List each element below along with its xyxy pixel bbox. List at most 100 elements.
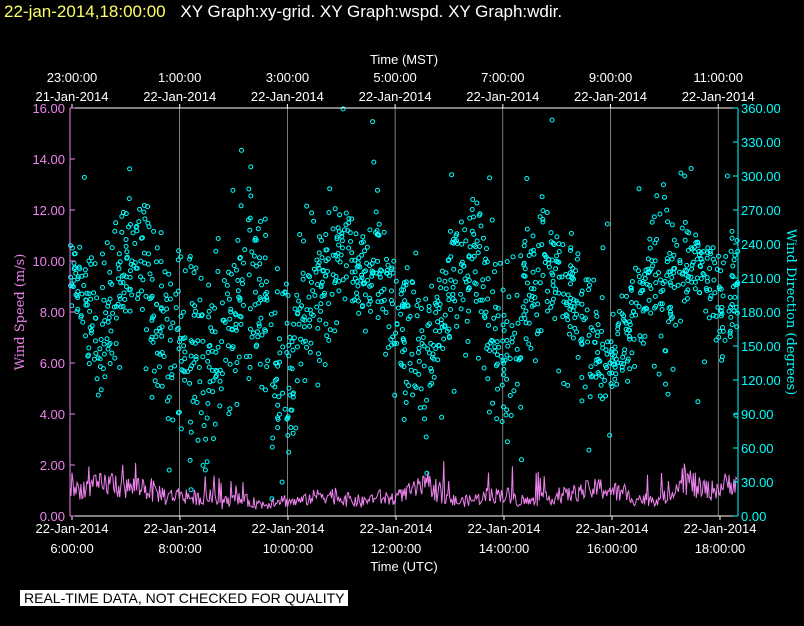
wdir-point: [195, 437, 201, 443]
wdir-point: [458, 291, 464, 297]
wdir-point: [436, 277, 442, 283]
wdir-point: [405, 316, 411, 322]
wdir-point: [677, 258, 683, 263]
wdir-point: [317, 234, 322, 240]
wdir-point: [221, 317, 227, 323]
wdir-point: [659, 307, 665, 312]
wdir-point: [395, 305, 401, 311]
wdir-point: [567, 331, 572, 337]
wdir-point: [317, 317, 323, 323]
wdir-point: [139, 235, 144, 241]
wdir-point: [237, 297, 243, 303]
wdir-point: [579, 291, 584, 297]
wdir-point: [319, 293, 325, 299]
wdir-point: [652, 240, 658, 246]
wdir-point: [362, 328, 368, 334]
wdir-point: [231, 263, 237, 268]
wdir-point: [416, 345, 422, 351]
wdir-point: [277, 336, 282, 342]
wdir-point: [237, 295, 243, 301]
wdir-point: [155, 383, 161, 388]
wdir-point: [134, 228, 140, 234]
wdir-point: [716, 253, 721, 259]
wdir-point: [347, 230, 353, 236]
wdir-point: [327, 327, 333, 333]
wdir-point: [627, 334, 632, 339]
wdir-point: [523, 298, 529, 304]
wdir-point: [727, 328, 733, 334]
wdir-point: [492, 261, 498, 267]
wdir-point: [221, 278, 227, 283]
wdir-point: [579, 288, 585, 294]
wdir-point: [648, 310, 654, 316]
wdir-point: [124, 249, 130, 255]
wdir-point: [282, 406, 288, 412]
wdir-point: [129, 292, 135, 298]
wdir-point: [117, 293, 123, 299]
wdir-point: [533, 279, 538, 285]
wdir-point: [127, 274, 133, 280]
right-axis-title: Wind Direction (degrees): [783, 229, 798, 395]
wdir-point: [656, 371, 662, 377]
wdir-point: [658, 301, 663, 307]
wdir-point: [384, 270, 390, 276]
wdir-point: [698, 276, 704, 282]
wdir-point: [150, 339, 156, 345]
wdir-point: [425, 346, 431, 352]
wdir-point: [530, 233, 536, 239]
wdir-point: [329, 291, 335, 297]
wdir-point: [97, 364, 103, 370]
wdir-point: [262, 255, 268, 261]
wdir-point: [593, 309, 599, 315]
wdir-point: [710, 312, 716, 318]
wdir-point: [433, 302, 439, 308]
wdir-point: [440, 346, 446, 351]
wdir-point: [360, 303, 365, 309]
wdir-point: [387, 273, 392, 279]
wdir-point: [585, 277, 591, 283]
wdir-point: [438, 320, 444, 326]
wdir-point: [537, 214, 543, 220]
wdir-point: [559, 274, 565, 280]
wdir-point: [300, 339, 306, 345]
wdir-point: [734, 324, 740, 330]
wdir-point: [531, 302, 537, 308]
wdir-point: [237, 313, 243, 319]
wdir-point: [722, 337, 728, 343]
wdir-point: [253, 289, 258, 295]
wdir-point: [686, 230, 692, 236]
wdir-point: [169, 372, 175, 378]
bottom-tick-time: 6:00:00: [50, 541, 93, 556]
wdir-point: [465, 339, 471, 344]
wdir-point: [381, 229, 387, 235]
top-tick-time: 9:00:00: [589, 70, 632, 85]
wdir-point: [288, 407, 294, 413]
wdir-point: [568, 230, 574, 236]
wdir-point: [283, 281, 289, 287]
wdir-point: [190, 398, 196, 404]
wdir-point: [264, 297, 270, 303]
wdir-point: [335, 257, 341, 263]
wdir-point: [188, 429, 194, 435]
wdir-point: [678, 170, 684, 176]
wdir-point: [652, 293, 658, 299]
wdir-point: [217, 403, 223, 409]
wdir-point: [511, 388, 517, 394]
wdir-point: [138, 274, 143, 280]
right-tick-label: 30.00: [741, 475, 774, 490]
wdir-point: [454, 314, 460, 320]
wdir-point: [316, 250, 322, 256]
wdir-point: [445, 258, 451, 264]
wdir-point: [174, 327, 180, 332]
wdir-point: [349, 250, 355, 256]
wdir-point: [304, 203, 310, 209]
wdir-point: [291, 321, 297, 327]
wdir-point: [509, 339, 515, 345]
wdir-point: [354, 290, 359, 296]
wdir-point: [471, 242, 477, 248]
wdir-point: [173, 291, 179, 297]
wdir-point: [119, 229, 125, 235]
wdir-point: [501, 360, 507, 366]
wdir-point: [247, 215, 253, 221]
